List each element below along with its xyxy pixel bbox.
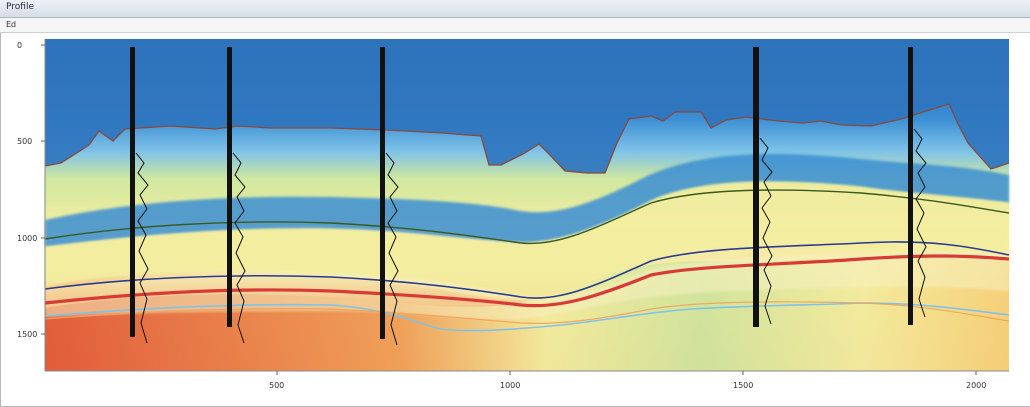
well-5 bbox=[908, 47, 913, 325]
menu-bar: Ed bbox=[0, 18, 1030, 33]
x-tick-label-1500: 1500 bbox=[733, 381, 753, 390]
y-axis: 0 500 1000 1500 bbox=[17, 39, 46, 371]
menu-item-edit[interactable]: Ed bbox=[6, 20, 17, 29]
well-3-log bbox=[385, 152, 399, 346]
well-2 bbox=[227, 47, 232, 327]
red-horizon bbox=[44, 254, 1010, 308]
well-1-log bbox=[135, 152, 149, 344]
well-4 bbox=[753, 47, 759, 327]
profile-plot[interactable]: 0 500 1000 1500 500 1000 1500 2000 bbox=[0, 33, 1030, 407]
navy-horizon bbox=[44, 241, 1010, 299]
well-5-log bbox=[913, 128, 927, 318]
top-horizon bbox=[44, 103, 1010, 174]
orange-horizon bbox=[44, 301, 1010, 324]
x-axis: 500 1000 1500 2000 bbox=[45, 370, 1009, 390]
well-4-log bbox=[759, 137, 773, 325]
y-tick-label-1500: 1500 bbox=[17, 330, 37, 339]
well-1 bbox=[130, 47, 135, 337]
wells-group bbox=[130, 47, 927, 346]
y-tick-label-500: 500 bbox=[17, 137, 32, 146]
well-3 bbox=[380, 47, 385, 339]
x-tick-label-500: 500 bbox=[269, 381, 284, 390]
water-layer bbox=[45, 39, 1009, 173]
window-title: Profile bbox=[6, 2, 34, 12]
well-2-log bbox=[232, 152, 246, 344]
y-tick-label-1000: 1000 bbox=[17, 234, 37, 243]
pale-band bbox=[45, 250, 1009, 320]
y-tick-label-0: 0 bbox=[17, 41, 22, 50]
x-tick-label-1000: 1000 bbox=[500, 381, 520, 390]
yellow-band bbox=[45, 181, 1009, 301]
x-tick-label-2000: 2000 bbox=[966, 381, 986, 390]
profile-svg[interactable]: 0 500 1000 1500 500 1000 1500 2000 bbox=[1, 33, 1030, 406]
green-horizon bbox=[44, 189, 1010, 245]
title-bar: Profile bbox=[0, 0, 1030, 18]
